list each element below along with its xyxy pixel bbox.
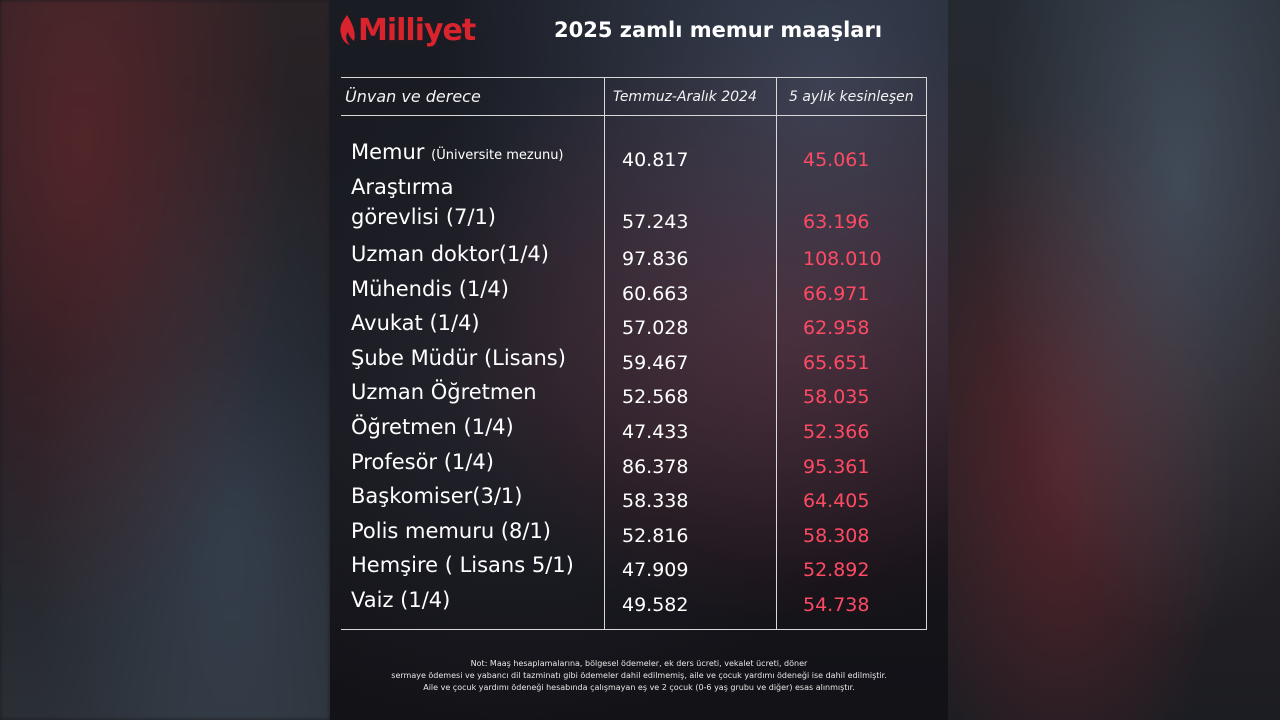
row-value-2024: 49.582	[622, 594, 689, 616]
row-value-final: 52.366	[803, 421, 870, 443]
row-title: Avukat (1/4)	[351, 311, 480, 335]
row-value-final: 58.035	[803, 386, 870, 408]
row-title: Vaiz (1/4)	[351, 588, 451, 612]
table-row: Araştırma	[330, 173, 948, 207]
background-left-blur	[0, 0, 330, 720]
row-value-final: 66.971	[803, 283, 870, 305]
row-value-2024: 57.028	[622, 317, 689, 339]
row-value-2024: 52.816	[622, 525, 689, 547]
row-value-final: 62.958	[803, 317, 870, 339]
flame-icon	[340, 15, 355, 45]
row-value-2024: 57.243	[622, 211, 689, 233]
salary-table	[341, 77, 927, 630]
row-value-2024: 86.378	[622, 456, 689, 478]
row-value-2024: 60.663	[622, 283, 689, 305]
table-row: Uzman doktor(1/4) 97.836 108.010	[330, 240, 948, 274]
table-row: Hemşire ( Lisans 5/1) 47.909 52.892	[330, 551, 948, 585]
infographic-poster: Milliyet 2025 zamlı memur maaşları Ünvan…	[330, 0, 948, 720]
header-period: Temmuz-Aralık 2024	[613, 89, 757, 105]
footnote: Not: Maaş hesaplamalarına, bölgesel ödem…	[330, 658, 948, 694]
row-value-2024: 52.568	[622, 386, 689, 408]
table-row: Başkomiser(3/1) 58.338 64.405	[330, 482, 948, 516]
table-row: Vaiz (1/4) 49.582 54.738	[330, 586, 948, 620]
row-title: Hemşire ( Lisans 5/1)	[351, 553, 574, 577]
row-value-2024: 58.338	[622, 490, 689, 512]
row-title: Araştırma	[351, 175, 454, 199]
header-title: Ünvan ve derece	[345, 87, 481, 106]
row-value-final: 54.738	[803, 594, 870, 616]
footnote-line: Not: Maaş hesaplamalarına, bölgesel ödem…	[470, 659, 808, 668]
table-row: Uzman Öğretmen 52.568 58.035	[330, 378, 948, 412]
table-row: Memur (Üniversite mezunu) 40.817 45.061	[330, 140, 948, 175]
footnote-line: Aile ve çocuk yardımı ödeneği hesabında …	[423, 683, 855, 692]
row-title: Polis memuru (8/1)	[351, 519, 551, 543]
row-value-2024: 47.433	[622, 421, 689, 443]
header-final: 5 aylık kesinleşen	[789, 89, 914, 105]
header-divider	[341, 115, 927, 116]
row-title: Başkomiser(3/1)	[351, 484, 523, 508]
brand-name: Milliyet	[358, 12, 476, 48]
column-divider	[776, 77, 777, 630]
row-value-final: 95.361	[803, 456, 870, 478]
table-row: Öğretmen (1/4) 47.433 52.366	[330, 413, 948, 447]
brand-logo: Milliyet	[338, 10, 476, 50]
table-row: görevlisi (7/1) 57.243 63.196	[330, 203, 948, 237]
row-value-final: 65.651	[803, 352, 870, 374]
table-row: Polis memuru (8/1) 52.816 58.308	[330, 517, 948, 551]
row-title: Şube Müdür (Lisans)	[351, 346, 566, 370]
table-row: Şube Müdür (Lisans) 59.467 65.651	[330, 344, 948, 378]
row-title: Uzman Öğretmen	[351, 380, 537, 404]
row-value-final: 45.061	[803, 149, 870, 171]
page-title: 2025 zamlı memur maaşları	[554, 18, 883, 42]
row-value-final: 52.892	[803, 559, 870, 581]
table-row: Profesör (1/4) 86.378 95.361	[330, 448, 948, 482]
row-value-final: 64.405	[803, 490, 870, 512]
row-value-2024: 97.836	[622, 248, 689, 270]
row-title: Öğretmen (1/4)	[351, 415, 514, 439]
row-subtitle: (Üniversite mezunu)	[431, 148, 564, 163]
table-row: Avukat (1/4) 57.028 62.958	[330, 309, 948, 343]
row-value-2024: 59.467	[622, 352, 689, 374]
row-value-final: 58.308	[803, 525, 870, 547]
table-row: Mühendis (1/4) 60.663 66.971	[330, 275, 948, 309]
row-value-final: 108.010	[803, 248, 882, 270]
row-title: Mühendis (1/4)	[351, 277, 509, 301]
footnote-line: sermaye ödemesi ve yabancı dil tazminatı…	[391, 671, 887, 680]
row-title: Uzman doktor(1/4)	[351, 242, 549, 266]
row-title: Profesör (1/4)	[351, 450, 494, 474]
row-value-2024: 47.909	[622, 559, 689, 581]
background-right-blur	[948, 0, 1280, 720]
column-divider	[604, 77, 605, 630]
row-title: Memur (Üniversite mezunu)	[351, 140, 564, 164]
row-value-final: 63.196	[803, 211, 870, 233]
row-title-line2: görevlisi (7/1)	[351, 205, 497, 229]
row-value-2024: 40.817	[622, 149, 689, 171]
